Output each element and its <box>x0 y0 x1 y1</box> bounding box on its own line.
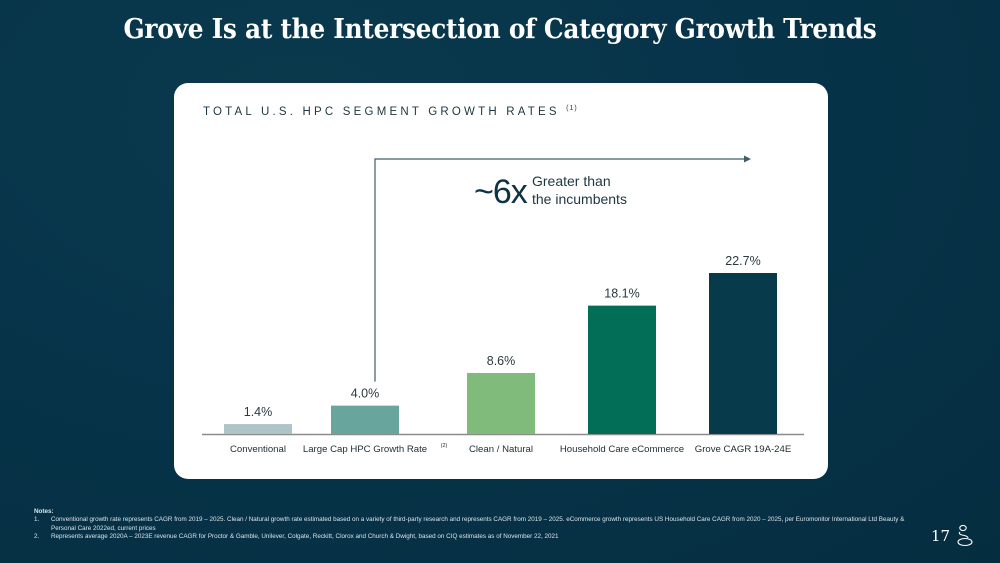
callout-line-1: Greater than <box>532 173 611 189</box>
data-label: 22.7% <box>725 254 760 268</box>
category-label: Large Cap HPC Growth Rate <box>303 444 427 455</box>
chart-title-text: TOTAL U.S. HPC SEGMENT GROWTH RATES <box>203 105 560 118</box>
callout-arrow-line <box>374 158 744 382</box>
chart-title: TOTAL U.S. HPC SEGMENT GROWTH RATES (1) <box>203 105 578 118</box>
category-label: Conventional <box>230 444 286 455</box>
note-text: Represents average 2020A – 2023E revenue… <box>51 533 559 541</box>
category-label: Household Care eCommerce <box>560 444 684 455</box>
bar-2 <box>331 405 399 434</box>
bar-5 <box>709 273 777 434</box>
notes-header: Notes: <box>34 508 54 515</box>
bar-1 <box>224 424 292 434</box>
notes: Notes: 1. Conventional growth rate repre… <box>34 508 914 542</box>
slide-title: Grove Is at the Intersection of Category… <box>123 14 877 45</box>
note-item: 1. Conventional growth rate represents C… <box>34 516 914 533</box>
note-number: 2. <box>34 533 40 541</box>
bar-4 <box>588 305 656 434</box>
chart-title-footnote: (1) <box>566 105 578 112</box>
category-footnote: (2) <box>441 443 448 449</box>
category-label: Grove CAGR 19A-24E <box>695 444 792 455</box>
callout-multiplier: ~6x <box>474 173 528 211</box>
grove-g-logo-icon <box>957 524 973 547</box>
callout-arrowhead-icon <box>744 155 751 163</box>
note-number: 1. <box>34 516 40 524</box>
callout-line-2: the incumbents <box>532 191 627 207</box>
data-label: 1.4% <box>244 405 273 419</box>
data-label: 8.6% <box>487 354 516 368</box>
note-item: 2. Represents average 2020A – 2023E reve… <box>34 533 914 541</box>
data-label: 18.1% <box>604 287 639 301</box>
data-label: 4.0% <box>351 387 380 401</box>
category-label: Clean / Natural <box>469 444 533 455</box>
bar-3 <box>467 373 535 434</box>
chart-card: TOTAL U.S. HPC SEGMENT GROWTH RATES (1) … <box>174 83 828 479</box>
bar-chart: 1.4% Conventional 4.0% Large Cap HPC Growth… <box>202 155 804 455</box>
page-number: 17 <box>931 527 951 545</box>
note-text: Conventional growth rate represents CAGR… <box>51 516 905 532</box>
